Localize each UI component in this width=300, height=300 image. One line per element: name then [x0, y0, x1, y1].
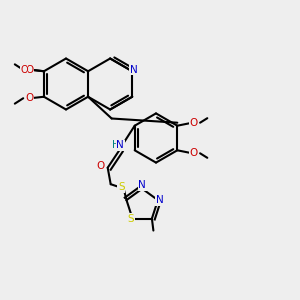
Text: N: N [130, 65, 138, 75]
Text: N: N [116, 140, 124, 150]
Text: O: O [96, 161, 104, 171]
Text: N: N [155, 195, 163, 205]
Text: O: O [26, 65, 34, 75]
Text: N: N [138, 180, 146, 190]
Text: O: O [26, 93, 34, 103]
Text: O: O [189, 118, 197, 128]
Text: O: O [20, 65, 28, 75]
Text: O: O [189, 148, 197, 158]
Text: H: H [112, 140, 120, 150]
Text: S: S [118, 182, 124, 192]
Text: S: S [128, 214, 134, 224]
